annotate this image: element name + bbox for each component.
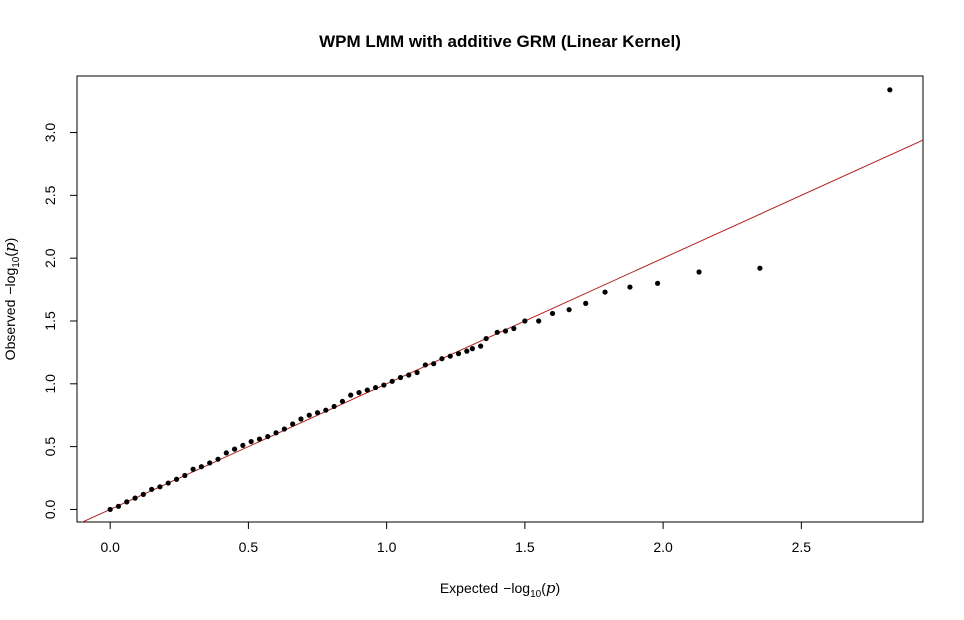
data-point (566, 307, 572, 313)
y-axis-label-minus-log: −log (2, 268, 18, 295)
data-point (522, 318, 528, 324)
y-tick-label: 1.5 (42, 311, 58, 331)
y-tick-label: 0.5 (42, 437, 58, 457)
x-axis-label: Expected −log10(p) (440, 579, 560, 600)
data-point (290, 421, 296, 427)
data-point (182, 472, 188, 479)
x-tick-label: 2.5 (792, 539, 812, 555)
x-axis-label-subscript: 10 (530, 589, 542, 600)
y-axis-label-paren-open: ( (2, 252, 18, 257)
x-tick-label: 2.0 (653, 539, 673, 555)
data-point (696, 269, 702, 275)
data-point (207, 460, 213, 466)
data-point (887, 87, 893, 93)
data-point (627, 284, 633, 290)
data-point (331, 403, 337, 410)
y-tick-label: 1.0 (42, 374, 58, 394)
x-axis-label-minus-log: −log (503, 580, 530, 596)
x-tick-label: 1.0 (377, 539, 397, 555)
data-point (654, 280, 661, 286)
data-point (364, 387, 370, 393)
data-point (339, 398, 346, 404)
data-point (281, 426, 287, 432)
data-point (132, 495, 138, 501)
data-point (422, 362, 428, 368)
data-point (248, 438, 254, 445)
data-point (356, 389, 362, 396)
y-axis-label-subscript: 10 (11, 256, 22, 268)
data-point (198, 464, 205, 470)
data-point (511, 325, 517, 332)
data-point (381, 382, 387, 388)
data-point (439, 356, 445, 362)
data-point (115, 503, 122, 509)
data-point (231, 446, 238, 452)
y-axis-label-p: p (1, 242, 19, 252)
data-point (265, 433, 271, 440)
data-point (502, 328, 509, 334)
data-point (414, 369, 420, 376)
x-axis-label-p: p (546, 579, 556, 597)
data-point (314, 410, 321, 416)
data-point (455, 351, 462, 357)
data-point (469, 346, 475, 352)
plot-frame (76, 75, 924, 523)
chart-title: WPM LMM with additive GRM (Linear Kernel… (319, 32, 681, 51)
data-point (215, 456, 221, 462)
y-axis-label: Observed −log10(p) (1, 238, 22, 361)
data-point (447, 353, 453, 359)
data-point (406, 372, 412, 378)
y-tick-label: 2.0 (42, 248, 58, 268)
x-tick-label: 0.5 (239, 539, 259, 555)
data-point (173, 476, 180, 482)
data-point (348, 392, 354, 398)
y-axis-label-prefix: Observed (2, 300, 18, 361)
data-point (549, 310, 556, 317)
data-point (306, 412, 312, 418)
x-tick-label: 1.5 (515, 539, 535, 555)
data-point (140, 491, 146, 497)
data-point (483, 335, 489, 342)
data-point (431, 361, 437, 367)
data-point (536, 318, 542, 324)
data-point (478, 343, 484, 349)
data-point (273, 430, 279, 436)
data-point (583, 300, 589, 306)
points-layer (107, 87, 893, 513)
data-point (256, 436, 263, 442)
data-point (397, 374, 404, 381)
data-point (372, 384, 379, 391)
x-axis: 0.0 0.5 1.0 1.5 2.0 2.5 (100, 521, 812, 555)
data-point (157, 484, 163, 490)
x-axis-label-paren-close: ) (555, 580, 560, 596)
y-tick-label: 2.5 (42, 185, 58, 205)
data-point (107, 506, 113, 513)
data-point (149, 486, 155, 492)
data-point (165, 480, 171, 486)
data-point (494, 329, 500, 335)
data-point (389, 378, 395, 384)
data-point (124, 499, 130, 505)
data-point (240, 442, 246, 448)
x-axis-label-paren-open: ( (541, 580, 546, 596)
y-axis-label-paren-close: ) (2, 238, 18, 243)
y-tick-label: 0.0 (42, 499, 58, 519)
data-point (190, 466, 196, 472)
data-point (464, 348, 470, 354)
x-tick-label: 0.0 (100, 539, 120, 555)
y-tick-label: 3.0 (42, 123, 58, 143)
data-point (298, 416, 304, 422)
data-point (757, 265, 763, 271)
x-axis-label-prefix: Expected (440, 580, 498, 596)
data-point (602, 289, 608, 295)
data-point (323, 407, 329, 413)
y-axis: 0.0 0.5 1.0 1.5 2.0 2.5 3.0 (42, 123, 78, 519)
plot-area (76, 75, 924, 523)
data-point (223, 450, 229, 456)
